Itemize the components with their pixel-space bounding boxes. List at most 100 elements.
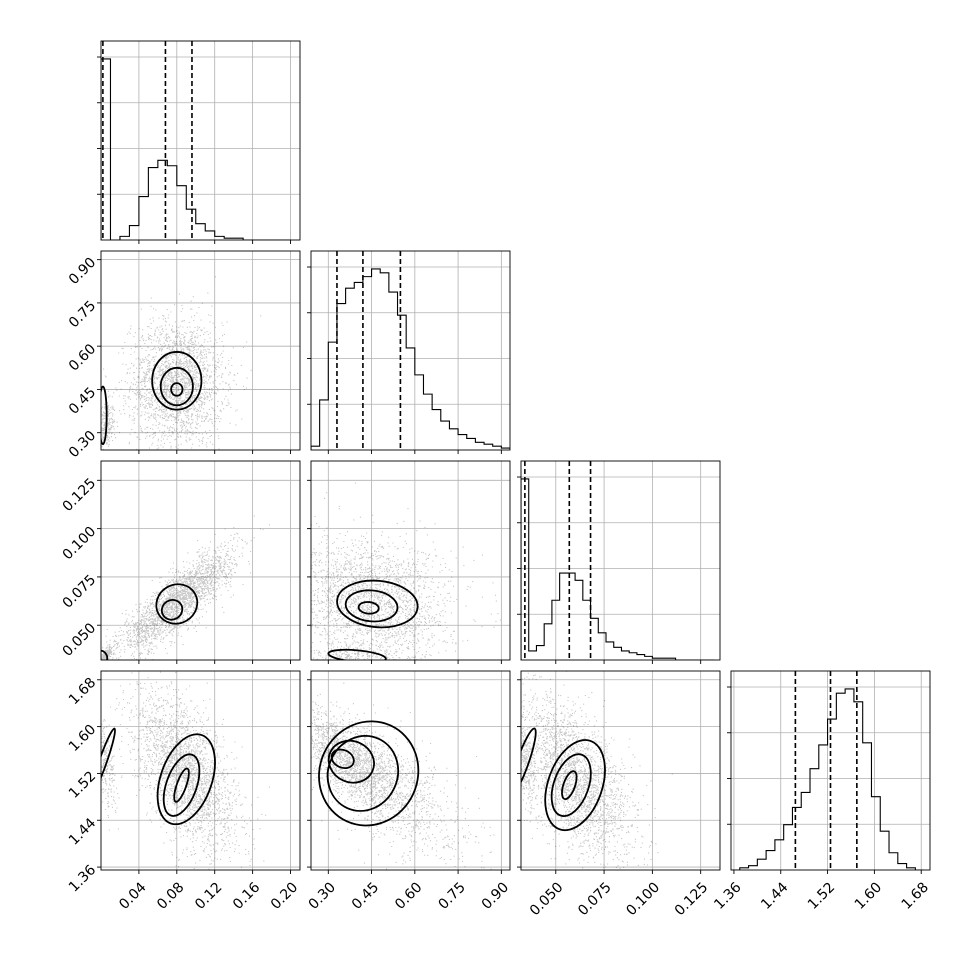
density-contour — [162, 753, 201, 817]
x-tick-label: 0.08 — [154, 879, 187, 912]
density-contour — [151, 351, 203, 411]
x-tick-label: 0.45 — [349, 879, 382, 912]
panel-background — [101, 251, 300, 450]
x-tick-label: 0.125 — [672, 879, 712, 919]
panel-frame — [100, 40, 301, 241]
density-contour — [336, 579, 419, 629]
density-contour — [550, 753, 592, 817]
x-tick-label: 0.16 — [230, 879, 263, 912]
scatter-points — [521, 671, 673, 870]
density-contour — [170, 382, 184, 397]
scatter-panel-2-3 — [517, 670, 721, 874]
scatter-panel-0-3 — [97, 670, 301, 874]
x-tick-label: 1.44 — [758, 879, 791, 912]
scatter-content — [311, 482, 501, 660]
x-tick-label: 0.12 — [192, 879, 225, 912]
density-contour — [101, 385, 108, 446]
density-contour — [327, 739, 375, 784]
panel-background — [521, 671, 720, 870]
histogram-step — [521, 478, 715, 660]
panel-background — [101, 671, 300, 870]
scatter-panel-1-2 — [307, 460, 511, 664]
panel-frame — [100, 460, 301, 661]
density-contour — [101, 727, 116, 796]
histogram-panel-0 — [97, 40, 301, 244]
scatter-content — [101, 515, 270, 660]
density-contour — [101, 649, 109, 660]
panel-frame — [100, 670, 301, 871]
density-contour — [561, 770, 578, 800]
density-contour — [318, 720, 420, 827]
density-contour — [544, 739, 606, 832]
density-contour — [330, 748, 355, 770]
x-tick-label: 0.60 — [392, 879, 425, 912]
density-contour — [156, 733, 216, 826]
grid-lines — [101, 41, 300, 240]
y-tick-label: 0.60 — [66, 341, 99, 374]
histogram-step — [101, 58, 291, 240]
y-tick-label: 0.125 — [60, 475, 100, 515]
density-contour — [357, 601, 380, 615]
grid-lines — [521, 671, 720, 870]
x-tick-label: 0.04 — [116, 879, 149, 912]
density-contour — [344, 589, 399, 623]
panel-background — [311, 671, 510, 870]
scatter-content — [311, 682, 495, 870]
panel-frame — [520, 670, 721, 871]
panel-frame — [310, 460, 511, 661]
x-tick-label: 0.75 — [435, 879, 468, 912]
panel-frame — [100, 250, 301, 451]
histogram-step — [311, 268, 510, 450]
scatter-content — [101, 671, 270, 870]
scatter-panel-0-2 — [97, 460, 301, 664]
panel-background — [521, 461, 720, 660]
y-tick-label: 1.60 — [66, 722, 99, 755]
x-tick-label: 1.36 — [711, 879, 744, 912]
density-contour — [327, 648, 387, 660]
histogram-panel-1 — [307, 250, 511, 454]
x-tick-label: 1.52 — [805, 879, 838, 912]
histogram-panel-3 — [727, 670, 931, 874]
scatter-panel-1-3 — [307, 670, 511, 874]
y-tick-label: 0.050 — [60, 620, 100, 660]
x-tick-label: 1.68 — [899, 879, 932, 912]
x-tick-label: 1.60 — [852, 879, 885, 912]
grid-lines — [101, 251, 300, 450]
x-tick-label: 0.20 — [268, 879, 301, 912]
grid-lines — [521, 461, 720, 660]
y-tick-label: 1.52 — [66, 768, 99, 801]
panel-frame — [520, 460, 721, 661]
y-tick-label: 0.45 — [66, 384, 99, 417]
y-tick-label: 0.75 — [66, 298, 99, 331]
grid-lines — [101, 671, 300, 870]
density-contour — [521, 727, 537, 796]
panel-frame — [310, 250, 511, 451]
y-tick-label: 1.68 — [66, 675, 99, 708]
panel-background — [311, 461, 510, 660]
panel-background — [101, 461, 300, 660]
grid-lines — [311, 461, 510, 660]
density-contour — [160, 599, 184, 621]
scatter-panel-0-1 — [97, 250, 301, 454]
x-tick-label: 0.90 — [479, 879, 512, 912]
panel-frame — [730, 670, 931, 871]
density-contour — [159, 366, 194, 407]
x-tick-label: 0.30 — [306, 879, 339, 912]
panel-background — [101, 41, 300, 240]
y-tick-label: 1.36 — [66, 862, 99, 895]
histogram-step — [731, 688, 925, 870]
density-contour — [155, 583, 199, 625]
scatter-content — [101, 276, 262, 450]
density-contour — [173, 767, 190, 803]
y-tick-label: 0.90 — [66, 255, 99, 288]
x-tick-label: 0.050 — [527, 879, 567, 919]
x-tick-label: 0.075 — [575, 879, 615, 919]
y-tick-label: 0.100 — [60, 524, 100, 564]
panel-frame — [310, 670, 511, 871]
y-tick-label: 0.30 — [66, 428, 99, 461]
scatter-content — [521, 671, 673, 870]
histogram-panel-2 — [517, 460, 721, 664]
panel-background — [311, 251, 510, 450]
grid-lines — [101, 461, 300, 660]
